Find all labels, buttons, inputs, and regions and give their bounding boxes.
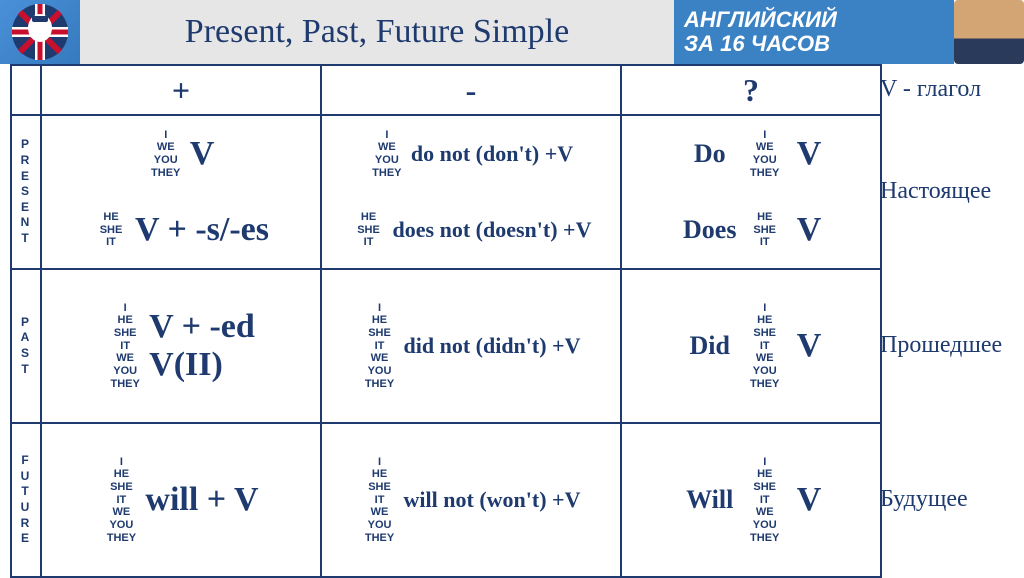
present-affirmative: IWEYOUTHEY V HESHEIT V + -s/-es [41, 115, 321, 269]
header: Present, Past, Future Simple АНГЛИЙСКИЙ … [0, 0, 1024, 64]
presenter-photo [954, 0, 1024, 64]
main-content: + - ? PRESENT IWEYOUTHEY V HESHEI [0, 64, 1024, 576]
present-negative: IWEYOUTHEY do not (don't) +V HESHEIT doe… [321, 115, 621, 269]
side-labels: V - глагол Настоящее Прошедшее Будущее [870, 64, 1014, 576]
branding: АНГЛИЙСКИЙ ЗА 16 ЧАСОВ [674, 0, 954, 64]
logo-icon [0, 0, 80, 64]
future-negative: IHESHEITWEYOUTHEY will not (won't) +V [321, 423, 621, 577]
title-area: Present, Past, Future Simple [80, 0, 674, 64]
legend-v: V - глагол [870, 64, 1014, 114]
side-future: Будущее [870, 422, 1014, 576]
branding-line2: ЗА 16 ЧАСОВ [684, 32, 837, 56]
tense-label-past: PAST [11, 269, 41, 423]
past-negative: IHESHEITWEYOUTHEY did not (didn't) +V [321, 269, 621, 423]
grammar-table: + - ? PRESENT IWEYOUTHEY V HESHEI [10, 64, 882, 578]
past-question: Did IHESHEITWEYOUTHEY V [621, 269, 881, 423]
side-past: Прошедшее [870, 268, 1014, 422]
col-question: ? [621, 65, 881, 115]
branding-line1: АНГЛИЙСКИЙ [684, 8, 837, 32]
tense-label-present: PRESENT [11, 115, 41, 269]
side-present: Настоящее [870, 114, 1014, 268]
future-question: Will IHESHEITWEYOUTHEY V [621, 423, 881, 577]
col-affirmative: + [41, 65, 321, 115]
past-affirmative: IHESHEITWEYOUTHEY V + -ed V(II) [41, 269, 321, 423]
col-negative: - [321, 65, 621, 115]
corner-cell [11, 65, 41, 115]
page-title: Present, Past, Future Simple [185, 13, 569, 51]
tense-label-future: FUTURE [11, 423, 41, 577]
future-affirmative: IHESHEITWEYOUTHEY will + V [41, 423, 321, 577]
present-question: Do IWEYOUTHEY V Does HESHEIT V [621, 115, 881, 269]
